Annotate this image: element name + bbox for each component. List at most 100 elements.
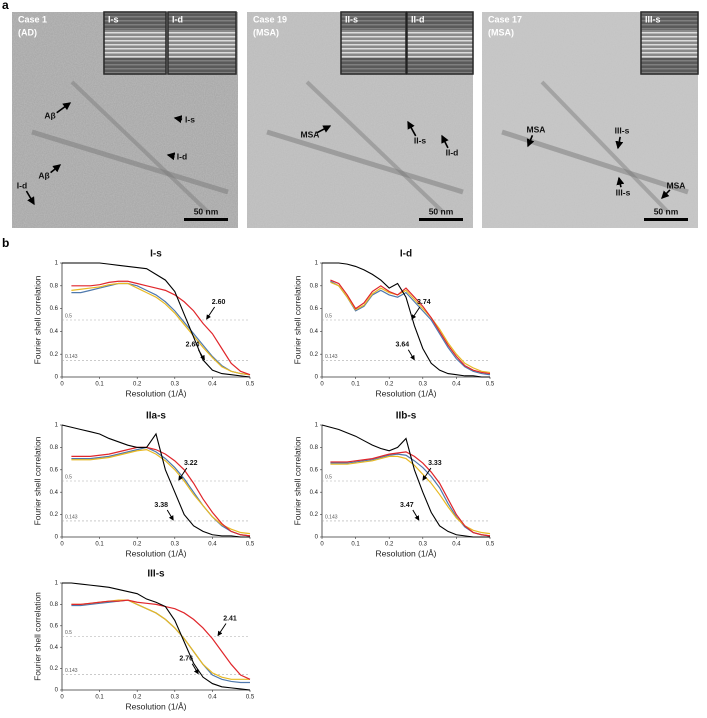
filament [540,80,670,214]
threshold-label: 0.143 [325,514,338,520]
scale-label: 50 nm [429,206,454,216]
y-tick-label: 1 [55,423,59,429]
resolution-arrow [206,306,216,320]
inset-shade [341,58,406,74]
fsc-curve [71,446,251,537]
resolution-label: 3.47 [400,502,414,509]
threshold-label: 0.143 [65,514,78,520]
feature-arrow [407,120,417,137]
x-tick-label: 0.5 [246,695,255,701]
resolution-label: 3.64 [395,342,409,349]
feature-label: II-s [414,135,427,145]
x-tick-label: 0.1 [351,382,360,388]
feature-arrow [316,125,332,134]
resolution-arrow [178,467,188,481]
x-tick-label: 0.1 [95,542,104,548]
x-tick-label: 0 [320,542,324,548]
chart-title: I-s [150,249,162,260]
y-tick-label: 1 [315,261,319,267]
y-tick-label: 0 [315,375,319,381]
x-axis-label: Resolution (1/Å) [376,548,437,558]
resolution-arrow [412,509,420,521]
feature-label: III-s [615,125,630,135]
fsc-curve [62,582,251,691]
sample-label: (AD) [18,27,37,37]
resolution-arrow [197,349,205,361]
feature-arrow [25,190,35,206]
y-tick-label: 0.2 [310,352,319,358]
fsc-curve [330,453,491,537]
scale-label: 50 nm [194,206,219,216]
feature-label: MSA [667,180,686,190]
resolution-arrow [191,663,199,675]
y-tick-label: 0.4 [310,329,319,335]
feature-label: Aβ [44,110,55,120]
x-axis-label: Resolution (1/Å) [126,548,187,558]
fsc-curve [71,599,250,684]
fsc-curve [71,280,251,376]
inset-shade [168,58,236,74]
filament [31,129,229,195]
inset-label: III-s [645,14,661,24]
x-tick-label: 0.3 [419,382,428,388]
x-tick-label: 0.4 [452,542,461,548]
x-tick-label: 0 [60,695,64,701]
y-tick-label: 0.6 [50,623,59,629]
resolution-arrow [407,349,415,361]
x-tick-label: 0.5 [486,382,495,388]
y-tick-label: 1 [55,581,59,587]
x-tick-label: 0.2 [385,542,394,548]
inset-shade [641,12,698,30]
inset-label: II-s [345,14,358,24]
fsc-curve [71,599,250,680]
resolution-label: 3.38 [154,502,168,509]
y-tick-label: 1 [55,261,59,267]
x-tick-label: 0.4 [208,542,217,548]
fsc-curve [330,281,491,374]
y-axis-label: Fourier shell correlation [32,436,42,525]
x-axis-label: Resolution (1/Å) [126,388,187,398]
x-tick-label: 0.3 [171,542,180,548]
threshold-label: 0.5 [65,630,72,636]
y-tick-label: 0.8 [310,283,319,289]
filament [70,80,210,214]
x-tick-label: 0.1 [95,695,104,701]
y-axis-label: Fourier shell correlation [32,592,42,681]
resolution-label: 3.74 [417,299,431,306]
x-tick-label: 0.5 [246,542,255,548]
resolution-arrow [411,306,421,320]
feature-arrow [526,135,535,148]
y-tick-label: 0.6 [50,306,59,312]
y-tick-label: 0.8 [50,283,59,289]
chart-title: III-s [147,569,165,580]
y-axis-label: Fourier shell correlation [292,436,302,525]
threshold-label: 0.143 [325,354,338,360]
resolution-arrow [422,467,432,481]
x-tick-label: 0 [320,382,324,388]
feature-arrow [616,176,625,188]
x-tick-label: 0 [60,542,64,548]
fsc-curve [321,424,490,538]
x-tick-label: 0.1 [95,382,104,388]
resolution-label: 2.60 [212,299,226,306]
y-tick-label: 0.6 [50,467,59,473]
x-tick-label: 0.2 [385,382,394,388]
fsc-curve [71,599,251,680]
resolution-label: 2.41 [223,615,237,622]
y-axis-label: Fourier shell correlation [292,275,302,364]
x-tick-label: 0 [60,382,64,388]
y-tick-label: 0.2 [50,352,59,358]
panel-label: a [2,0,9,12]
feature-arrow [173,115,183,124]
fsc-curve [330,455,491,535]
feature-arrow [166,152,176,161]
y-axis-label: Fourier shell correlation [32,275,42,364]
chart-title: IIb-s [396,411,417,422]
y-tick-label: 0.4 [310,490,319,496]
feature-label: I-d [177,151,187,161]
inset-label: I-d [172,14,183,24]
inset-shade [341,12,406,30]
y-tick-label: 0 [315,535,319,541]
case-label: Case 17 [488,14,522,24]
